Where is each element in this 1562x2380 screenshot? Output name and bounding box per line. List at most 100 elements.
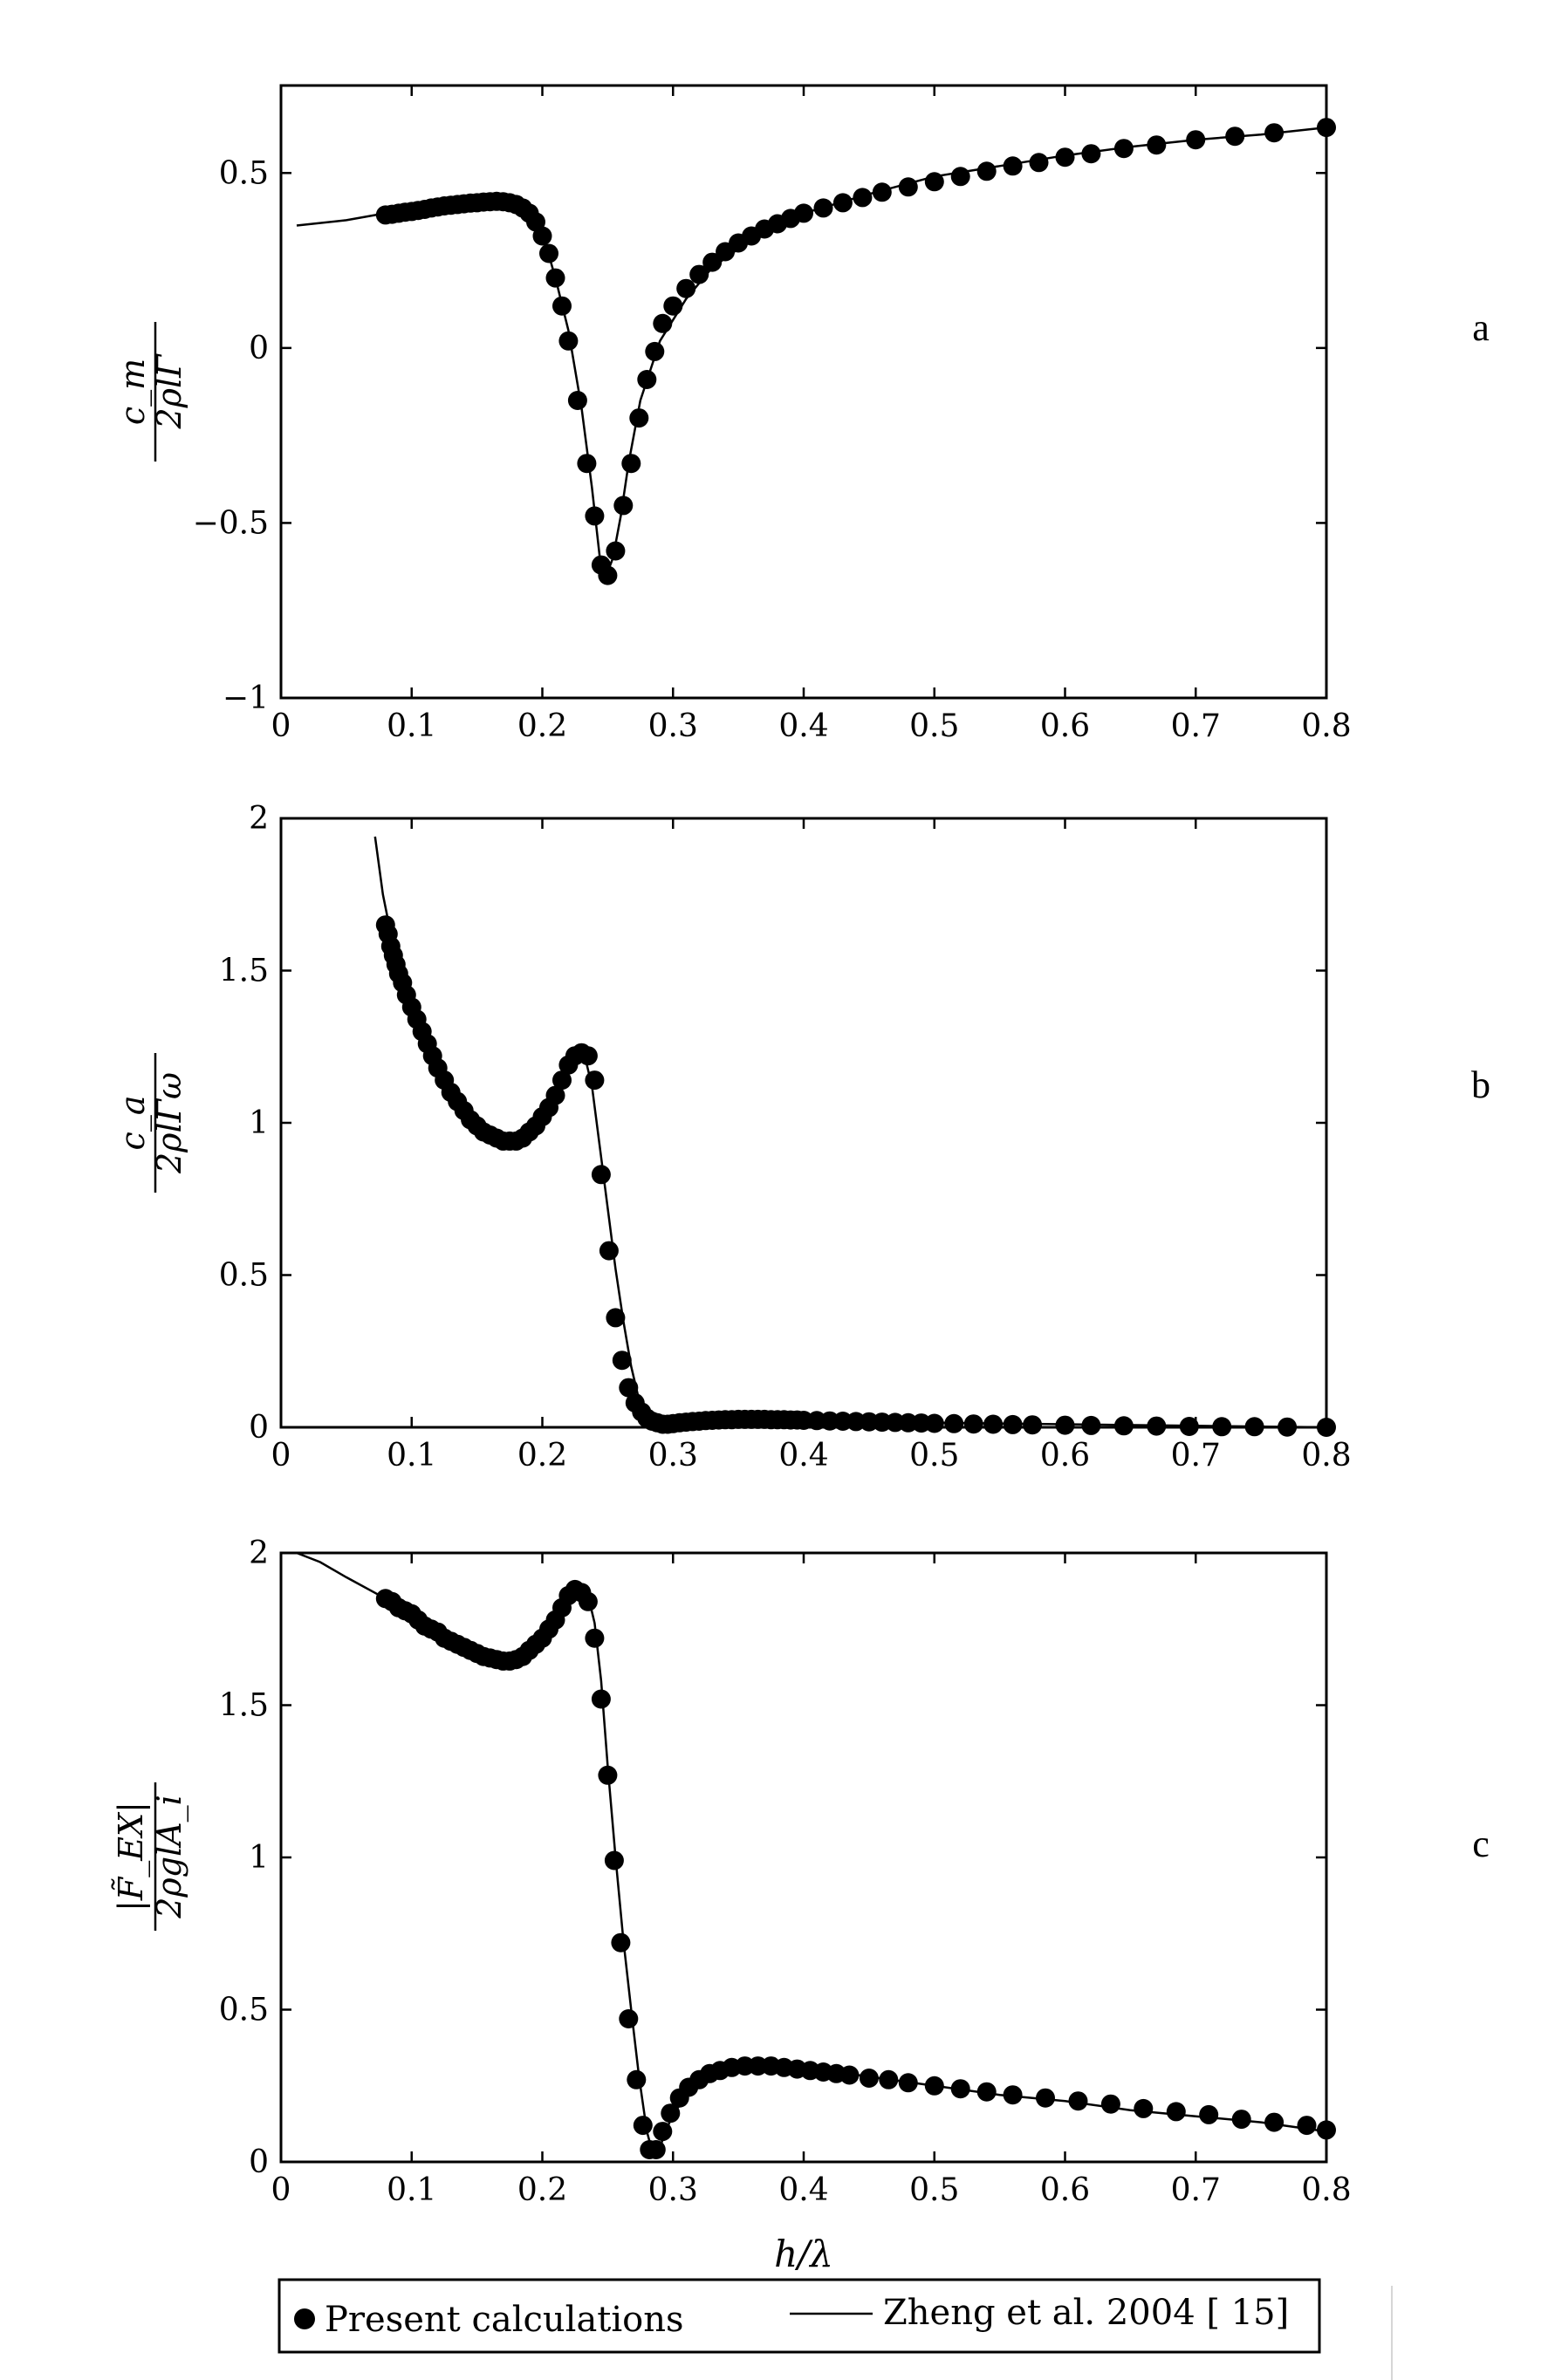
data-point-a-52 — [813, 198, 833, 218]
y-label-numerator-c: |F̃_EX| — [112, 1802, 151, 1912]
data-point-a-69 — [1317, 118, 1336, 138]
panel-c: 0 0.1 0.2 0.3 0.4 0.5 0.6 0.7 0.8 0 0.5 1 1.5 2 |F̃_E… — [112, 1535, 1490, 2275]
x-tick-label-a-3: 0.3 — [648, 708, 698, 744]
data-point-c-34 — [598, 1765, 618, 1785]
data-point-b-36 — [578, 1046, 598, 1066]
data-point-c-38 — [627, 2069, 647, 2089]
data-point-b-92 — [1244, 1417, 1264, 1437]
data-point-b-80 — [924, 1413, 944, 1433]
data-point-c-42 — [653, 2122, 673, 2142]
data-point-c-35 — [604, 1850, 624, 1870]
data-point-a-43 — [689, 264, 709, 284]
data-point-c-73 — [1264, 2112, 1285, 2132]
data-point-c-69 — [1134, 2098, 1154, 2118]
y-label-denominator-a: 2ρlΓ — [150, 353, 188, 430]
data-point-a-44 — [702, 252, 723, 272]
data-point-c-68 — [1100, 2094, 1120, 2114]
data-point-b-31 — [545, 1085, 565, 1105]
data-point-a-41 — [663, 296, 683, 316]
data-point-a-53 — [832, 193, 853, 213]
legend-label-reference: Zheng et al. 2004 [ 15] — [883, 2293, 1289, 2333]
data-point-c-63 — [950, 2079, 970, 2099]
data-point-c-60 — [879, 2069, 899, 2089]
data-point-a-67 — [1225, 127, 1245, 147]
data-point-a-55 — [872, 182, 892, 202]
data-point-a-65 — [1147, 135, 1167, 155]
data-point-a-57 — [924, 172, 944, 192]
data-point-a-36 — [621, 454, 641, 474]
plot-frame-a — [279, 84, 1328, 700]
data-point-b-38 — [591, 1165, 611, 1185]
data-point-c-65 — [1003, 2085, 1023, 2105]
data-point-a-51 — [794, 203, 813, 223]
x-tick-label-c-7: 0.7 — [1171, 2172, 1221, 2208]
legend-box — [277, 2278, 1321, 2354]
y-tick-label-c-3: 1.5 — [219, 1688, 269, 1724]
data-point-b-84 — [1003, 1414, 1023, 1434]
data-point-a-28 — [558, 331, 579, 351]
ticks-c: 0 0.1 0.2 0.3 0.4 0.5 0.6 0.7 0.8 0 0.5 1 1.5 2 — [219, 1535, 1352, 2208]
data-point-c-62 — [924, 2076, 944, 2096]
data-point-b-88 — [1113, 1416, 1134, 1436]
x-tick-label-c-4: 0.4 — [778, 2172, 828, 2208]
y-tick-label-a-0: −1 — [223, 680, 269, 716]
data-point-c-59 — [859, 2069, 879, 2088]
data-point-b-42 — [619, 1378, 639, 1398]
x-tick-label-b-3: 0.3 — [648, 1438, 698, 1474]
data-point-c-66 — [1036, 2088, 1055, 2108]
data-point-b-32 — [552, 1070, 572, 1091]
x-tick-label-c-1: 0.1 — [387, 2172, 436, 2208]
data-point-a-26 — [545, 268, 565, 288]
x-tick-label-b-4: 0.4 — [778, 1438, 828, 1474]
data-point-c-61 — [898, 2073, 918, 2093]
data-point-c-41 — [646, 2140, 666, 2159]
data-point-a-61 — [1029, 153, 1049, 173]
data-point-a-54 — [853, 188, 873, 208]
data-point-a-39 — [645, 341, 665, 361]
x-tick-label-a-4: 0.4 — [778, 708, 828, 744]
y-tick-label-a-3: 0.5 — [219, 155, 269, 191]
data-point-b-41 — [612, 1351, 632, 1371]
data-point-c-31 — [578, 1591, 598, 1611]
data-point-a-38 — [637, 370, 657, 389]
data-point-c-43 — [661, 2103, 681, 2124]
data-point-c-58 — [839, 2065, 860, 2085]
data-point-c-33 — [591, 1689, 611, 1709]
y-tick-label-c-4: 2 — [249, 1535, 269, 1571]
y-label-denominator-b: 2ρlΓω — [150, 1072, 188, 1174]
x-tick-label-c-2: 0.2 — [517, 2172, 567, 2208]
x-axis-label: h/λ — [774, 2233, 833, 2275]
legend-label-present: Present calculations — [325, 2300, 684, 2340]
x-tick-label-a-2: 0.2 — [517, 708, 567, 744]
ticks-a: 0 0.1 0.2 0.3 0.4 0.5 0.6 0.7 0.8 −1 −0.5 0 0.5 — [193, 85, 1352, 744]
x-tick-label-c-8: 0.8 — [1301, 2172, 1351, 2208]
data-point-a-42 — [676, 278, 696, 298]
y-tick-label-b-2: 1 — [249, 1105, 269, 1141]
panel-letter-a: a — [1472, 306, 1490, 349]
y-tick-label-b-0: 0 — [249, 1410, 269, 1446]
data-point-c-74 — [1297, 2116, 1317, 2136]
data-point-b-37 — [585, 1070, 605, 1091]
x-tick-label-b-0: 0 — [271, 1438, 291, 1474]
data-point-a-60 — [1003, 156, 1023, 176]
data-point-a-68 — [1264, 123, 1285, 143]
data-points-b — [375, 915, 1336, 1437]
plot-frame-b — [279, 817, 1328, 1429]
data-point-b-82 — [963, 1414, 983, 1434]
y-tick-label-c-2: 1 — [249, 1840, 269, 1876]
x-tick-label-b-1: 0.1 — [387, 1438, 436, 1474]
data-point-c-75 — [1317, 2120, 1336, 2140]
data-point-a-24 — [532, 226, 552, 246]
data-point-a-62 — [1055, 147, 1075, 168]
x-tick-label-c-5: 0.5 — [909, 2172, 959, 2208]
data-points-c — [375, 1579, 1336, 2159]
data-point-a-33 — [598, 565, 618, 585]
ticks-b: 0 0.1 0.2 0.3 0.4 0.5 0.6 0.7 0.8 0 0.5 1 1.5 2 — [219, 801, 1352, 1474]
data-point-c-32 — [585, 1628, 605, 1648]
panel-letter-b: b — [1471, 1063, 1490, 1106]
y-tick-label-a-1: −0.5 — [193, 505, 269, 541]
data-point-a-64 — [1113, 139, 1134, 159]
panel-letter-c: c — [1472, 1823, 1490, 1865]
x-tick-label-b-6: 0.6 — [1040, 1438, 1090, 1474]
